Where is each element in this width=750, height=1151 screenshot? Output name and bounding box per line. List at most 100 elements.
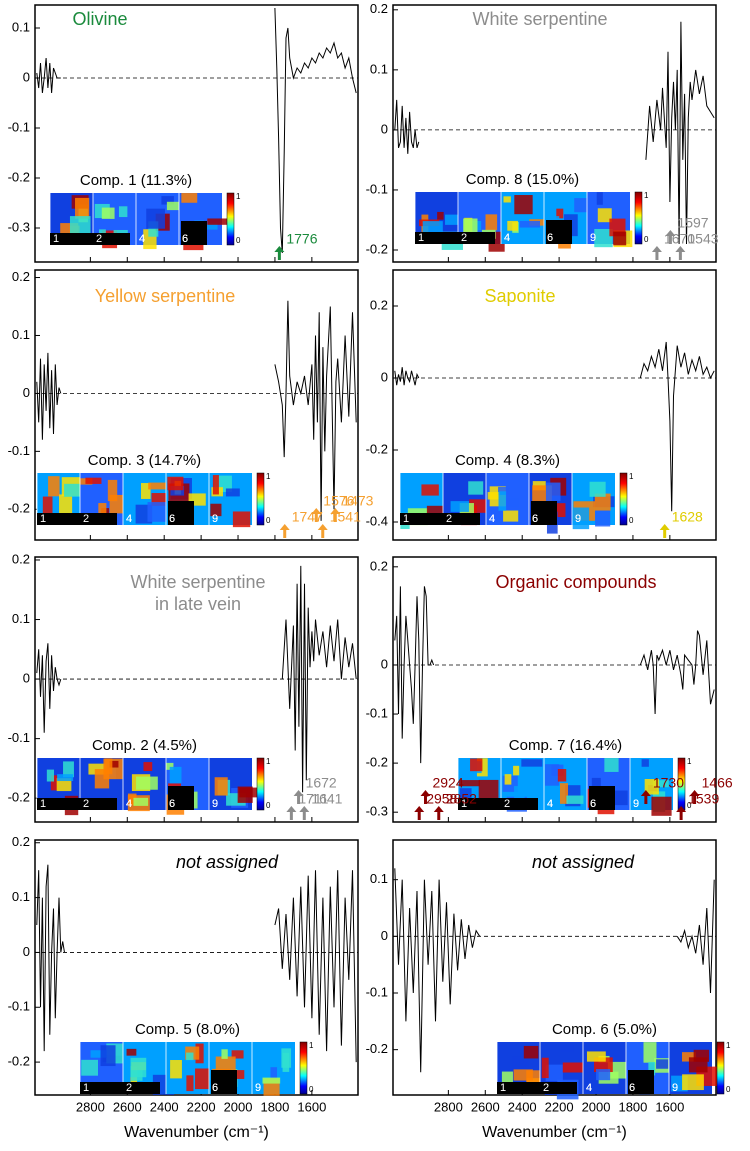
panel-title: Olivine <box>72 9 127 29</box>
map-patch <box>514 195 533 215</box>
peak-arrow <box>665 230 676 244</box>
tile-label: 4 <box>586 1082 592 1094</box>
map-patch <box>237 786 253 803</box>
y-tick-label: -0.1 <box>8 730 30 745</box>
tile-label: 6 <box>547 232 553 244</box>
map-patch <box>50 775 58 791</box>
tile-label: 6 <box>629 1082 635 1094</box>
x-tick-label: 1800 <box>260 1099 289 1114</box>
map-patch <box>81 1059 98 1076</box>
map-patch <box>231 1050 244 1059</box>
map-patch <box>186 1052 194 1061</box>
colorbar-label: 0 <box>266 516 271 525</box>
peak-arrow <box>311 508 322 522</box>
map-patch <box>69 216 91 237</box>
map-patch <box>562 1062 585 1073</box>
x-tick-label: 2400 <box>150 1099 179 1114</box>
arrow-head <box>330 508 341 514</box>
y-tick-label: 0.2 <box>12 834 30 849</box>
tile-label: 6 <box>590 798 596 810</box>
tile-label: 4 <box>126 798 132 810</box>
map-patch <box>607 1061 630 1079</box>
map-patch <box>594 493 611 511</box>
tile-label: 6 <box>547 232 553 244</box>
mask-bar <box>458 798 538 810</box>
y-tick-label: 0 <box>381 121 388 136</box>
colorbar-label: 0 <box>687 801 692 810</box>
y-tick-label: -0.1 <box>366 181 388 196</box>
map-patch <box>100 1045 116 1067</box>
panel-frame <box>392 839 717 1096</box>
tile-label: 1 <box>40 513 46 525</box>
x-tick-label: 2600 <box>113 1099 142 1114</box>
map-patch <box>604 758 619 772</box>
tile-label: 4 <box>139 233 145 245</box>
tile-label: 1 <box>83 1082 89 1094</box>
map-patch <box>594 228 613 248</box>
tile-label: 2 <box>126 1082 132 1094</box>
y-tick-label: 0.2 <box>370 297 388 312</box>
colorbar-label: 1 <box>236 192 241 201</box>
panel-frame <box>34 269 359 541</box>
arrow-head <box>659 524 670 530</box>
map-patch <box>557 769 567 782</box>
arrow-head <box>675 246 686 252</box>
map-patch <box>513 765 520 776</box>
tile-label: 1 <box>403 513 409 525</box>
mask <box>168 786 194 810</box>
map-patch <box>589 481 606 497</box>
map-patch <box>682 1074 704 1091</box>
tile-label: 2 <box>83 798 89 810</box>
tile-label: 6 <box>169 513 175 525</box>
y-tick-label: -0.3 <box>366 804 388 819</box>
tile-label: 9 <box>633 798 639 810</box>
tile-label: 1 <box>53 233 59 245</box>
map-patch <box>42 496 53 517</box>
map-patch <box>166 201 184 211</box>
tile-label: 9 <box>212 513 218 525</box>
colorbar <box>634 191 643 245</box>
arrow-head <box>676 806 687 812</box>
map-patch <box>541 1057 549 1079</box>
tile-label: 9 <box>590 232 596 244</box>
map-patch <box>521 759 543 767</box>
map-patch <box>148 482 169 490</box>
panel-frame <box>34 556 359 823</box>
inset-label: Comp. 7 (16.4%) <box>509 737 622 754</box>
map-patch <box>682 1052 696 1062</box>
tile-label: 2 <box>96 233 102 245</box>
tile-label: 4 <box>489 513 495 525</box>
map-patch <box>643 1042 657 1063</box>
panel: 0.2 0 -0.1 -0.2 -0.3 Organic compounds Comp. 7… <box>366 556 733 823</box>
map-patch <box>207 223 218 230</box>
peak-arrow <box>659 524 670 538</box>
mask-bar <box>497 1082 577 1094</box>
map-patch <box>169 766 182 784</box>
mask-bar <box>37 798 117 810</box>
map-patch <box>613 231 627 246</box>
inset-label: Comp. 1 (11.3%) <box>80 172 192 189</box>
map-patch <box>485 214 498 231</box>
y-tick-label: 0 <box>23 671 30 686</box>
colorbar-label: 0 <box>266 801 271 810</box>
tile-label: 9 <box>255 1082 261 1094</box>
tile-label: 9 <box>633 798 639 810</box>
tile-label: 6 <box>169 513 175 525</box>
peak-arrow <box>279 524 290 538</box>
peak-arrow <box>689 790 700 804</box>
tile-label: 1 <box>40 798 46 810</box>
tile-label: 2 <box>504 798 510 810</box>
mask <box>211 1070 237 1094</box>
tile-label: 4 <box>126 513 132 525</box>
tile-label: 4 <box>504 232 510 244</box>
map-patch <box>566 795 584 804</box>
spectrum <box>394 21 715 245</box>
tile-label: 6 <box>169 798 175 810</box>
spectrum <box>36 7 357 254</box>
map-patch <box>422 221 443 234</box>
panel-title: Organic compounds <box>495 572 656 592</box>
map-patch <box>186 1075 194 1092</box>
arrow-head <box>433 806 444 812</box>
y-tick-label: 0 <box>23 69 30 84</box>
